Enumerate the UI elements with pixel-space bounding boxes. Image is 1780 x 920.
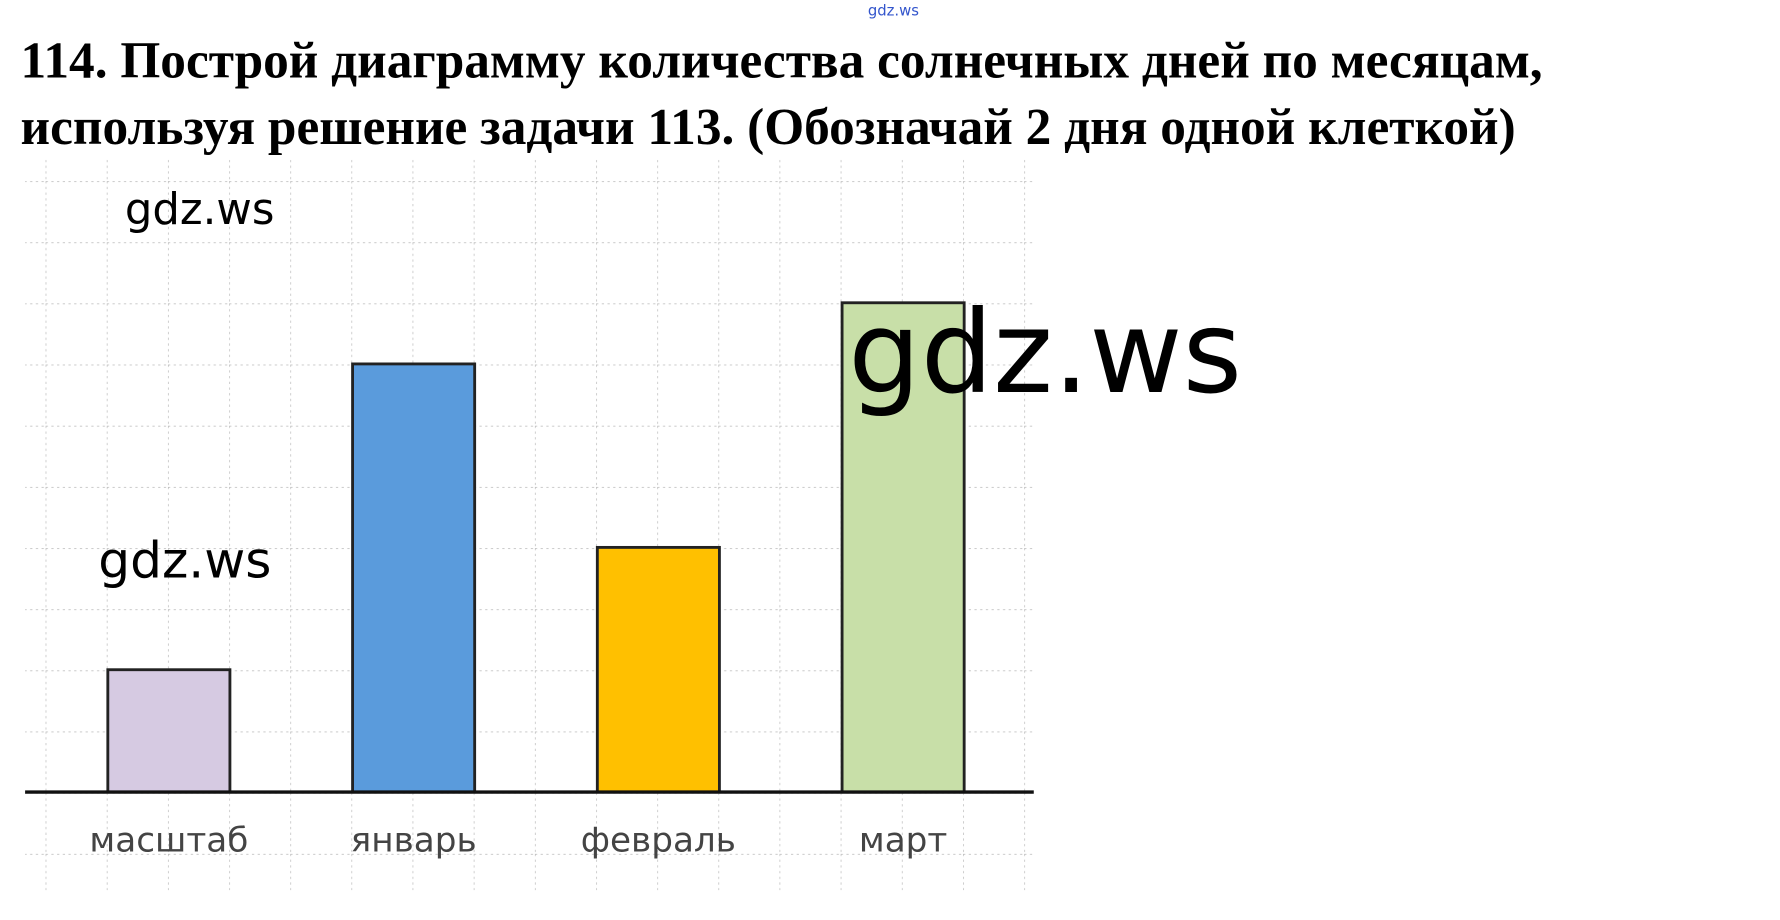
plot: масштаб январь февраль март — [89, 301, 966, 861]
x-tick-label: масштаб — [89, 821, 248, 861]
x-tick-label: март — [859, 821, 947, 861]
x-tick-label: февраль — [581, 821, 736, 861]
bar — [351, 362, 477, 794]
watermark: gdz.ws — [868, 3, 919, 20]
bar — [106, 668, 232, 794]
watermark: gdz.ws — [98, 530, 271, 589]
watermark: gdz.ws — [125, 185, 275, 235]
watermark: gdz.ws — [848, 286, 1242, 419]
title-line: используя решение задачи 113. (Обозначай… — [21, 99, 1516, 156]
x-tick-label: январь — [351, 821, 477, 861]
bar — [595, 545, 721, 794]
title-line: 114. Построй диаграмму количества солнеч… — [21, 33, 1543, 90]
bar — [840, 301, 966, 794]
